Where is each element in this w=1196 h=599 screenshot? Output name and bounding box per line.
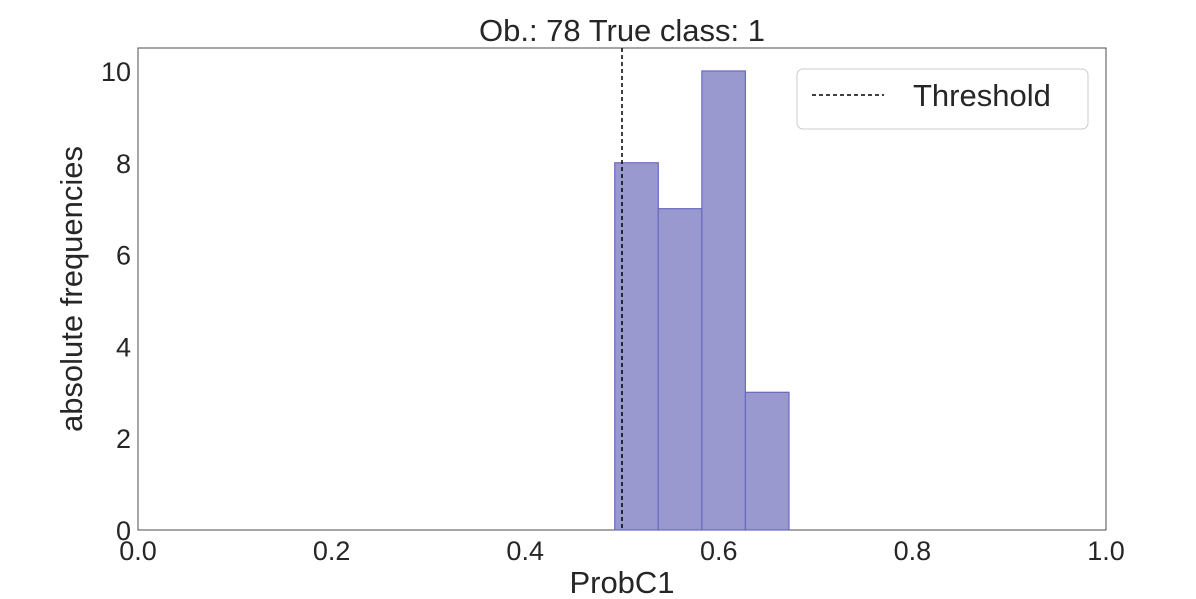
x-tick-label-0: 0.0 <box>119 536 157 566</box>
x-tick-label-3: 0.6 <box>700 536 738 566</box>
histogram-bar-2 <box>657 208 703 531</box>
chart-title: Ob.: 78 True class: 1 <box>479 13 765 48</box>
x-axis-ticks: 0.0 0.2 0.4 0.6 0.8 1.0 <box>119 536 1125 566</box>
histogram-bar-3 <box>701 70 747 531</box>
legend-threshold-label: Threshold <box>913 78 1051 113</box>
y-tick-label-2: 4 <box>116 332 131 362</box>
y-tick-label-0: 0 <box>116 516 131 546</box>
x-axis-label: ProbC1 <box>569 565 674 599</box>
y-tick-label-1: 2 <box>116 424 131 454</box>
x-tick-label-4: 0.8 <box>894 536 932 566</box>
y-tick-label-3: 6 <box>116 241 131 271</box>
legend: Threshold <box>796 68 1089 130</box>
x-tick-label-1: 0.2 <box>313 536 351 566</box>
x-tick-label-2: 0.4 <box>506 536 544 566</box>
y-axis-label: absolute frequencies <box>54 146 89 432</box>
y-tick-label-5: 10 <box>101 57 131 87</box>
legend-box <box>796 68 1089 130</box>
histogram-bar-4 <box>744 391 790 531</box>
x-tick-label-5: 1.0 <box>1087 536 1125 566</box>
y-axis-ticks: 0 2 4 6 8 10 <box>101 57 131 546</box>
y-tick-label-4: 8 <box>116 149 131 179</box>
